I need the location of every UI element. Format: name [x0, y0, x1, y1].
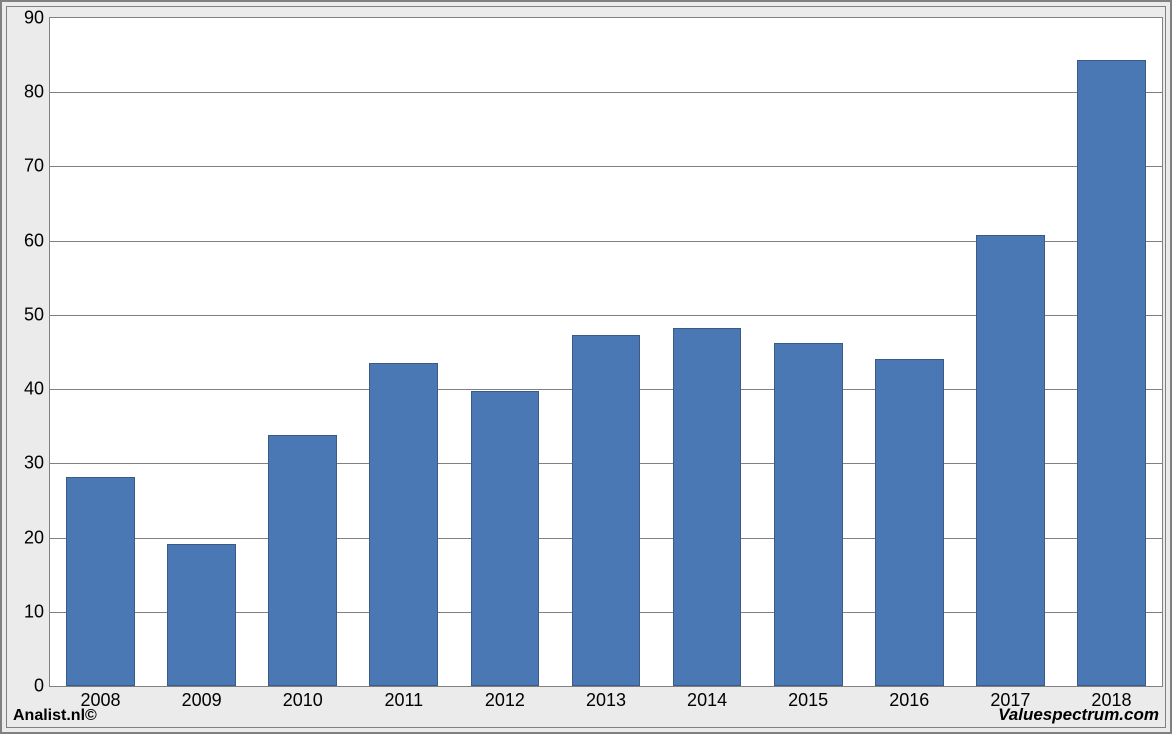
bar — [66, 477, 135, 686]
bar — [167, 544, 236, 687]
x-tick-label: 2009 — [182, 686, 222, 711]
bar — [673, 328, 742, 686]
x-tick-label: 2014 — [687, 686, 727, 711]
gridline-h — [50, 92, 1162, 93]
y-tick-label: 70 — [24, 156, 50, 177]
y-tick-label: 20 — [24, 527, 50, 548]
x-tick-label: 2010 — [283, 686, 323, 711]
bar — [976, 235, 1045, 686]
bar — [268, 435, 337, 686]
bar — [471, 391, 540, 686]
plot-area: 0102030405060708090200820092010201120122… — [49, 17, 1163, 687]
bar — [1077, 60, 1146, 686]
bar — [774, 343, 843, 686]
y-tick-label: 10 — [24, 601, 50, 622]
y-tick-label: 90 — [24, 8, 50, 29]
y-tick-label: 60 — [24, 230, 50, 251]
bar — [369, 363, 438, 686]
x-tick-label: 2013 — [586, 686, 626, 711]
y-tick-label: 0 — [34, 676, 50, 697]
bar — [572, 335, 641, 686]
chart-inner: 0102030405060708090200820092010201120122… — [6, 6, 1166, 728]
x-tick-label: 2011 — [384, 686, 423, 711]
x-tick-label: 2015 — [788, 686, 828, 711]
gridline-h — [50, 166, 1162, 167]
chart-frame: 0102030405060708090200820092010201120122… — [0, 0, 1172, 734]
bar — [875, 359, 944, 686]
footer-right-text: Valuespectrum.com — [998, 705, 1159, 725]
x-tick-label: 2016 — [889, 686, 929, 711]
x-tick-label: 2012 — [485, 686, 525, 711]
y-tick-label: 30 — [24, 453, 50, 474]
footer-left-text: Analist.nl© — [13, 707, 97, 725]
y-tick-label: 40 — [24, 379, 50, 400]
y-tick-label: 50 — [24, 304, 50, 325]
y-tick-label: 80 — [24, 82, 50, 103]
